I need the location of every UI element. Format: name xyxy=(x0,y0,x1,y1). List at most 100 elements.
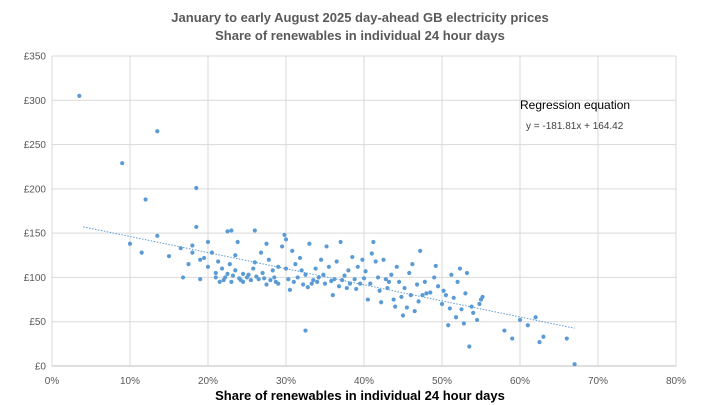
data-point xyxy=(368,281,373,286)
x-tick-label: 40% xyxy=(354,376,374,387)
data-point xyxy=(235,239,240,245)
data-point xyxy=(241,271,246,276)
regression-equation: y = -181.81x + 164.42 xyxy=(526,121,624,132)
data-point xyxy=(422,279,427,284)
data-point xyxy=(246,272,251,277)
data-point xyxy=(441,288,446,293)
data-point xyxy=(230,273,236,278)
data-point xyxy=(270,268,275,273)
data-point xyxy=(354,286,359,292)
data-point xyxy=(260,270,265,276)
data-point xyxy=(155,129,160,134)
data-point xyxy=(381,257,386,262)
data-point xyxy=(461,321,466,326)
data-point xyxy=(375,275,381,280)
data-point xyxy=(290,248,295,253)
data-point xyxy=(319,257,324,262)
data-point xyxy=(344,285,349,291)
data-point xyxy=(272,275,277,280)
data-point xyxy=(453,315,459,320)
data-point xyxy=(293,262,298,267)
data-point xyxy=(377,288,382,293)
data-point xyxy=(307,241,312,246)
chart-subtitle: Share of renewables in individual 24 hou… xyxy=(215,28,505,43)
data-point xyxy=(404,305,409,310)
data-point xyxy=(303,328,308,333)
data-point xyxy=(127,241,133,246)
data-point xyxy=(166,254,172,259)
data-point xyxy=(223,275,228,280)
data-point xyxy=(286,277,291,282)
data-point xyxy=(258,250,264,255)
data-point xyxy=(241,279,246,284)
x-tick-label: 60% xyxy=(510,376,530,387)
data-point xyxy=(424,291,429,296)
data-point xyxy=(233,253,238,258)
data-point xyxy=(525,323,530,328)
x-tick-label: 30% xyxy=(276,376,296,387)
data-point xyxy=(449,272,454,277)
data-point xyxy=(287,287,292,292)
data-point xyxy=(313,266,318,271)
data-point xyxy=(373,259,378,264)
data-point xyxy=(225,271,230,276)
data-point xyxy=(299,268,304,273)
data-point xyxy=(190,243,195,248)
data-point xyxy=(517,317,523,323)
data-point xyxy=(266,257,271,262)
data-point xyxy=(202,255,207,261)
data-point xyxy=(309,281,314,286)
data-point xyxy=(541,334,546,339)
x-tick-label: 20% xyxy=(198,376,218,387)
data-point xyxy=(316,275,321,280)
data-point xyxy=(397,279,402,284)
y-tick-label: £150 xyxy=(24,229,47,240)
data-point xyxy=(205,264,211,269)
data-point xyxy=(264,282,269,287)
data-point xyxy=(143,197,148,202)
data-point xyxy=(407,270,412,276)
data-point xyxy=(360,257,365,262)
data-point xyxy=(186,262,191,267)
data-point xyxy=(363,269,368,274)
data-point xyxy=(252,228,257,233)
data-point xyxy=(139,250,144,255)
data-point xyxy=(198,277,203,282)
data-point xyxy=(227,262,232,267)
data-point xyxy=(324,244,329,249)
data-point xyxy=(464,270,470,276)
data-point xyxy=(402,285,407,291)
data-point xyxy=(371,239,376,245)
data-point xyxy=(439,301,445,307)
data-point xyxy=(399,294,404,300)
data-point xyxy=(400,313,406,318)
data-point xyxy=(217,279,222,284)
data-point xyxy=(219,266,225,271)
data-point xyxy=(216,259,221,264)
data-point xyxy=(303,272,308,277)
y-axis-ticks: £0 £50 £100 £150 £200 £250 £300 £350 xyxy=(24,52,47,373)
x-tick-label: 10% xyxy=(120,376,140,387)
data-point xyxy=(446,323,451,328)
data-point xyxy=(433,263,438,269)
data-point xyxy=(386,279,392,284)
data-point xyxy=(268,277,273,283)
trendline-group xyxy=(83,226,575,329)
data-point xyxy=(213,270,218,276)
data-point xyxy=(205,239,211,245)
data-point xyxy=(467,344,472,349)
data-point xyxy=(463,291,468,296)
data-point xyxy=(379,300,384,305)
data-point xyxy=(393,304,398,309)
grid xyxy=(51,55,677,367)
data-point xyxy=(477,301,482,307)
data-point xyxy=(414,282,420,287)
data-points xyxy=(77,93,577,367)
data-point xyxy=(432,275,437,280)
data-point xyxy=(233,268,238,273)
data-point xyxy=(365,297,370,302)
x-tick-label: 50% xyxy=(432,376,452,387)
x-tick-label: 80% xyxy=(666,376,686,387)
data-point xyxy=(394,264,399,269)
data-point xyxy=(537,339,542,345)
